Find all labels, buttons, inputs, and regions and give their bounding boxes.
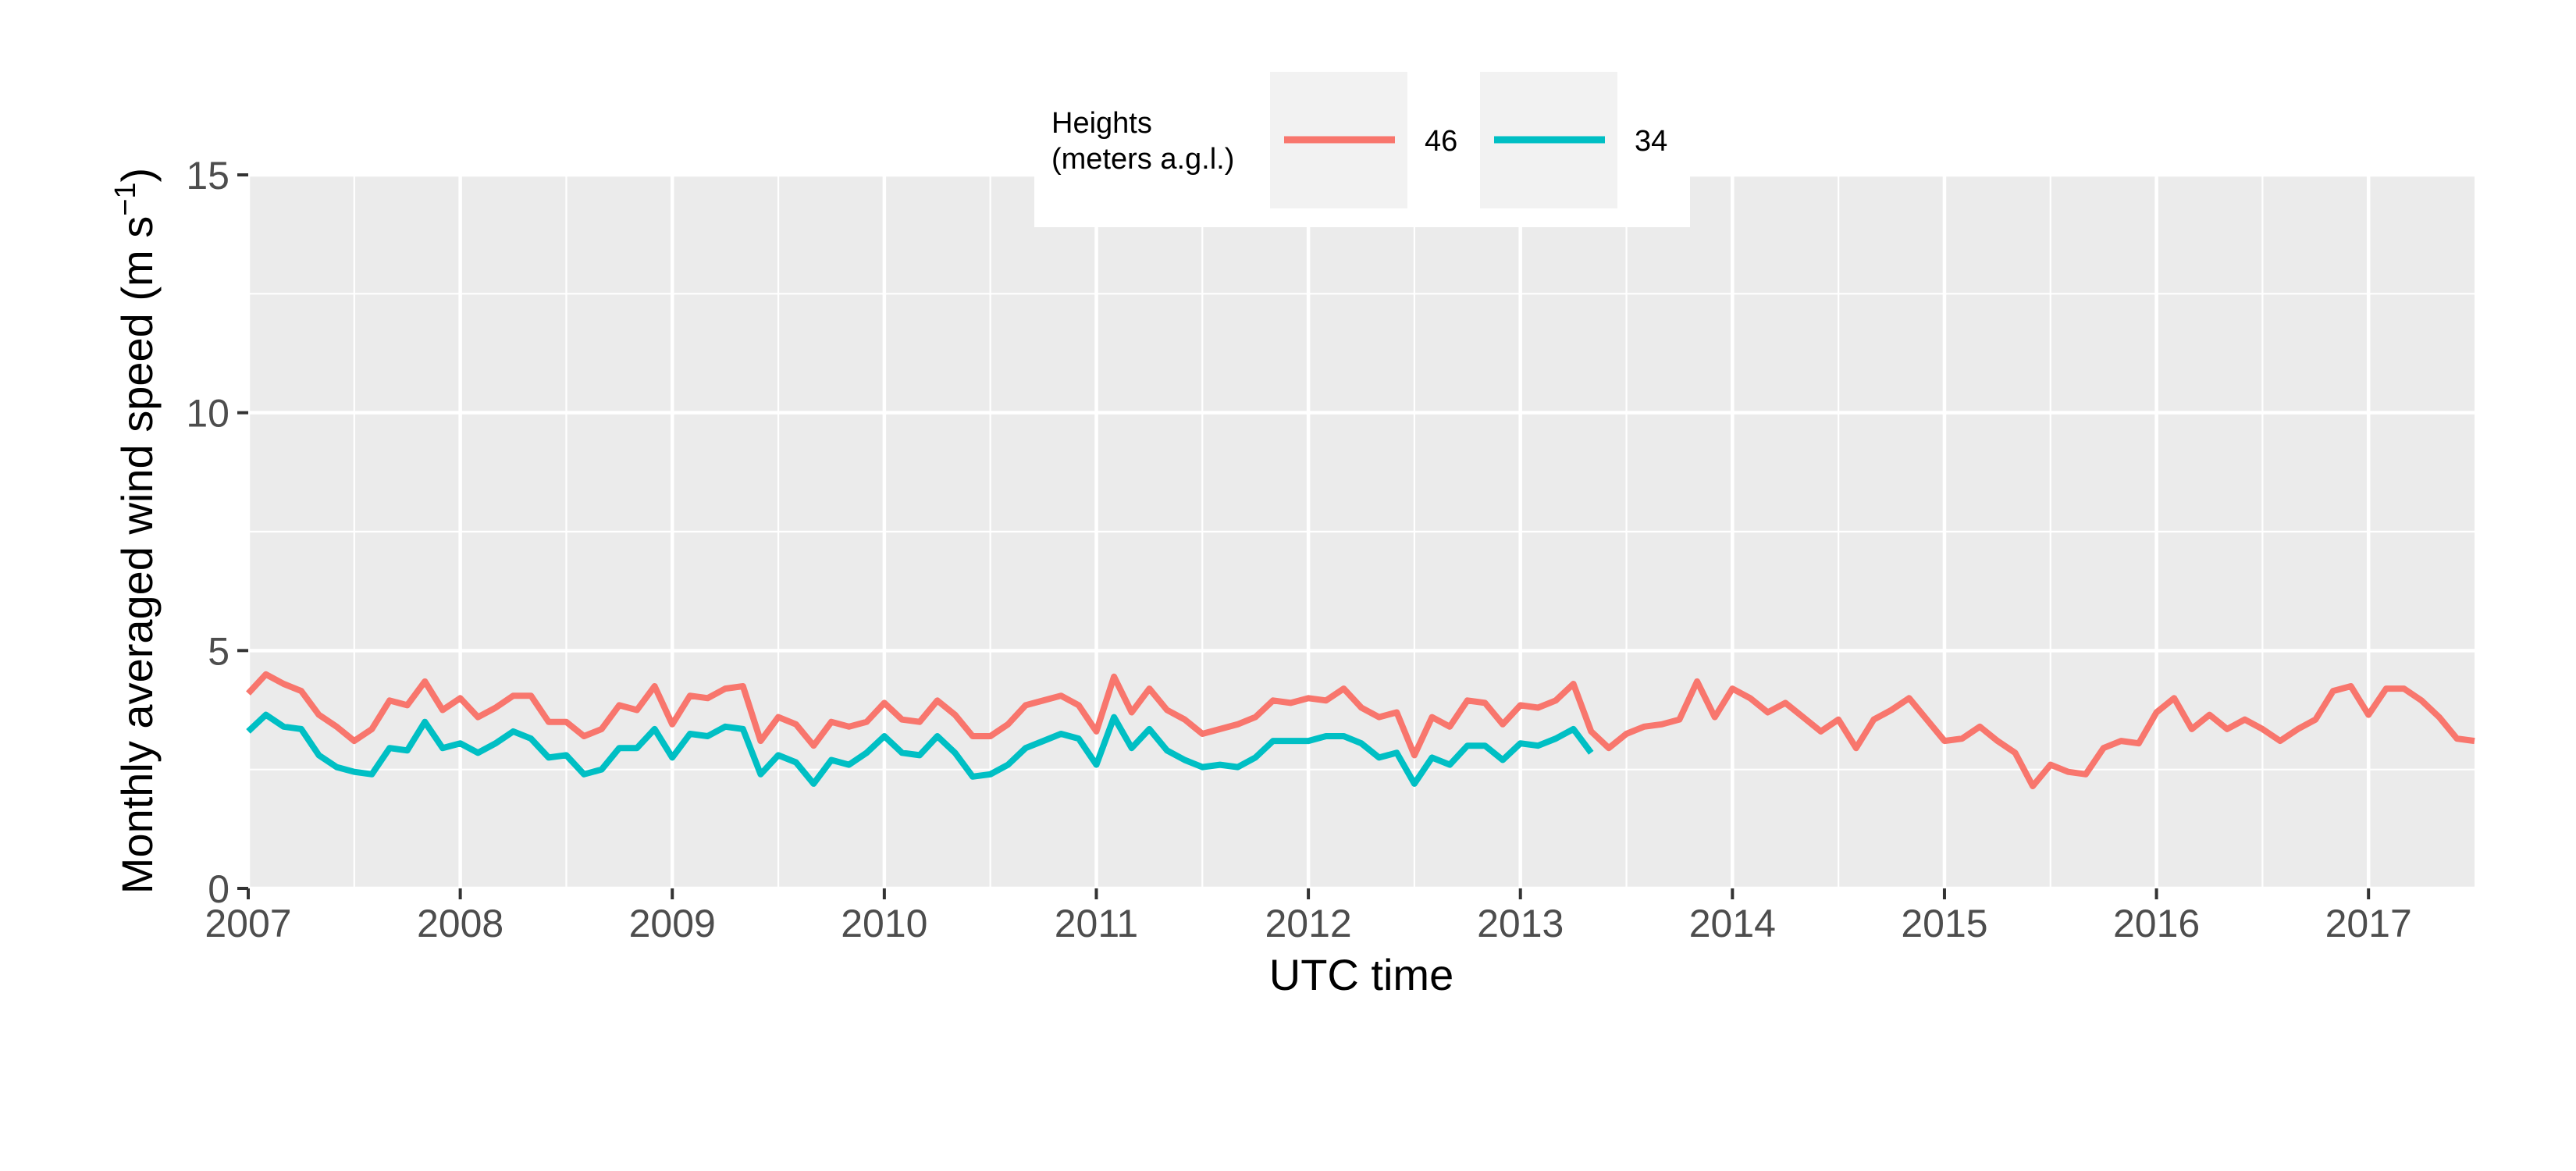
legend-title-line-1: Heights [1051, 107, 1152, 140]
y-axis-title-main: Monthly averaged wind speed (m s [112, 216, 162, 894]
legend-title-line-2: (meters a.g.l.) [1051, 143, 1234, 176]
legend-title: Heights (meters a.g.l.) [1051, 107, 1234, 176]
x-tick-label: 2008 [417, 902, 503, 945]
x-tick-label: 2014 [1689, 902, 1776, 945]
legend: Heights (meters a.g.l.) 46 34 [1034, 69, 1690, 227]
y-axis-title-close: ) [112, 168, 162, 183]
x-tick-label: 2012 [1265, 902, 1351, 945]
y-axis-title-superscript: −1 [109, 182, 142, 215]
x-tick-label: 2017 [2325, 902, 2412, 945]
y-tick-label: 15 [186, 154, 229, 198]
y-tick-label: 5 [208, 629, 229, 673]
series-line-46 [246, 671, 2475, 789]
x-tick-label: 2016 [2113, 902, 2200, 945]
y-tick-label: 10 [186, 392, 229, 436]
x-tick-label: 2013 [1477, 902, 1564, 945]
y-axis-title: Monthly averaged wind speed (m s−1) [109, 168, 162, 894]
legend-label-34: 34 [1635, 125, 1667, 158]
x-tick-label: 2010 [841, 902, 927, 945]
series-lines [246, 671, 2475, 789]
series-line-34 [246, 711, 1594, 787]
x-axis-title: UTC time [1269, 950, 1453, 999]
axes: 2007 2008 2009 2010 2011 2012 2013 2014 2015 2016… [186, 154, 2411, 945]
x-tick-label: 2015 [1901, 902, 1987, 945]
x-tick-label: 2009 [629, 902, 716, 945]
x-tick-label: 2007 [205, 902, 291, 945]
legend-label-46: 46 [1425, 125, 1457, 158]
x-tick-label: 2011 [1055, 902, 1139, 945]
y-tick-label: 0 [208, 867, 229, 911]
